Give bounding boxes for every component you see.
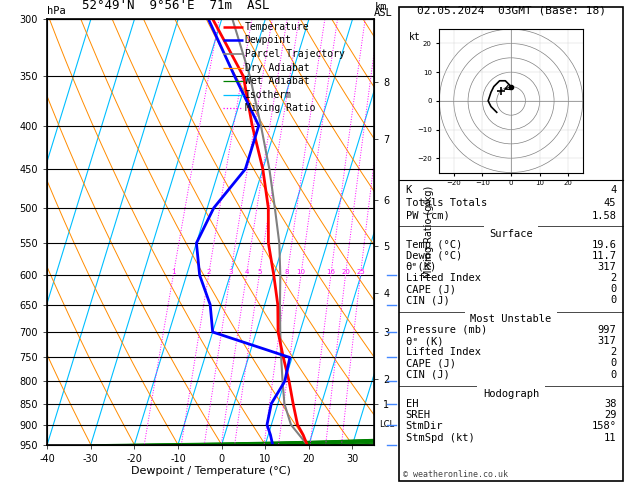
- Text: Parcel Trajectory: Parcel Trajectory: [245, 49, 345, 59]
- Text: Pressure (mb): Pressure (mb): [406, 325, 487, 335]
- Text: Temp (°C): Temp (°C): [406, 240, 462, 250]
- Text: Temperature: Temperature: [245, 22, 309, 32]
- Text: 5: 5: [257, 269, 262, 275]
- Text: 02.05.2024  03GMT (Base: 18): 02.05.2024 03GMT (Base: 18): [416, 5, 606, 16]
- Text: Wet Adiabat: Wet Adiabat: [245, 76, 309, 86]
- Text: CIN (J): CIN (J): [406, 369, 450, 380]
- Text: Lifted Index: Lifted Index: [406, 347, 481, 357]
- Text: PW (cm): PW (cm): [406, 211, 450, 221]
- Text: ASL: ASL: [374, 8, 393, 18]
- Text: km: km: [374, 2, 387, 12]
- Text: 1.58: 1.58: [591, 211, 616, 221]
- Text: 29: 29: [604, 410, 616, 420]
- Text: hPa: hPa: [47, 5, 66, 16]
- Text: 52°49'N  9°56'E  71m  ASL: 52°49'N 9°56'E 71m ASL: [82, 0, 270, 12]
- Text: 45: 45: [604, 198, 616, 208]
- Text: 0: 0: [610, 295, 616, 305]
- Text: Lifted Index: Lifted Index: [406, 273, 481, 283]
- Text: Dewp (°C): Dewp (°C): [406, 251, 462, 261]
- Text: 4: 4: [244, 269, 248, 275]
- Text: 8: 8: [285, 269, 289, 275]
- Text: Most Unstable: Most Unstable: [470, 314, 552, 325]
- Text: 16: 16: [326, 269, 335, 275]
- Text: SREH: SREH: [406, 410, 431, 420]
- Text: Hodograph: Hodograph: [483, 389, 539, 399]
- Text: Isotherm: Isotherm: [245, 90, 292, 100]
- Text: kt: kt: [409, 32, 421, 42]
- Text: θᵉ(K): θᵉ(K): [406, 262, 437, 272]
- Text: 0: 0: [610, 284, 616, 294]
- Text: 1: 1: [171, 269, 175, 275]
- Text: EH: EH: [406, 399, 418, 409]
- Text: 25: 25: [356, 269, 365, 275]
- Text: 4: 4: [610, 185, 616, 194]
- Text: Dry Adiabat: Dry Adiabat: [245, 63, 309, 72]
- X-axis label: Dewpoint / Temperature (°C): Dewpoint / Temperature (°C): [131, 467, 291, 476]
- Text: StmSpd (kt): StmSpd (kt): [406, 433, 474, 443]
- Text: 317: 317: [598, 336, 616, 346]
- Text: 158°: 158°: [591, 421, 616, 432]
- Text: 317: 317: [598, 262, 616, 272]
- Y-axis label: Mixing Ratio (g/kg): Mixing Ratio (g/kg): [424, 186, 434, 278]
- Text: 2: 2: [206, 269, 211, 275]
- Text: 2: 2: [610, 347, 616, 357]
- Text: 19.6: 19.6: [591, 240, 616, 250]
- Text: 38: 38: [604, 399, 616, 409]
- Text: CIN (J): CIN (J): [406, 295, 450, 305]
- Text: Mixing Ratio: Mixing Ratio: [245, 104, 315, 113]
- Text: CAPE (J): CAPE (J): [406, 358, 455, 368]
- Text: 11: 11: [604, 433, 616, 443]
- Text: © weatheronline.co.uk: © weatheronline.co.uk: [403, 469, 508, 479]
- Text: 0: 0: [610, 358, 616, 368]
- Text: 11.7: 11.7: [591, 251, 616, 261]
- Text: 2: 2: [610, 273, 616, 283]
- Text: 997: 997: [598, 325, 616, 335]
- Text: LCL: LCL: [379, 420, 394, 429]
- Text: 10: 10: [296, 269, 306, 275]
- Text: 20: 20: [341, 269, 350, 275]
- Text: θᵉ (K): θᵉ (K): [406, 336, 443, 346]
- Text: StmDir: StmDir: [406, 421, 443, 432]
- Text: CAPE (J): CAPE (J): [406, 284, 455, 294]
- Text: K: K: [406, 185, 412, 194]
- Text: 0: 0: [610, 369, 616, 380]
- Text: Surface: Surface: [489, 229, 533, 239]
- Text: Dewpoint: Dewpoint: [245, 35, 292, 45]
- Text: Totals Totals: Totals Totals: [406, 198, 487, 208]
- Text: 3: 3: [228, 269, 233, 275]
